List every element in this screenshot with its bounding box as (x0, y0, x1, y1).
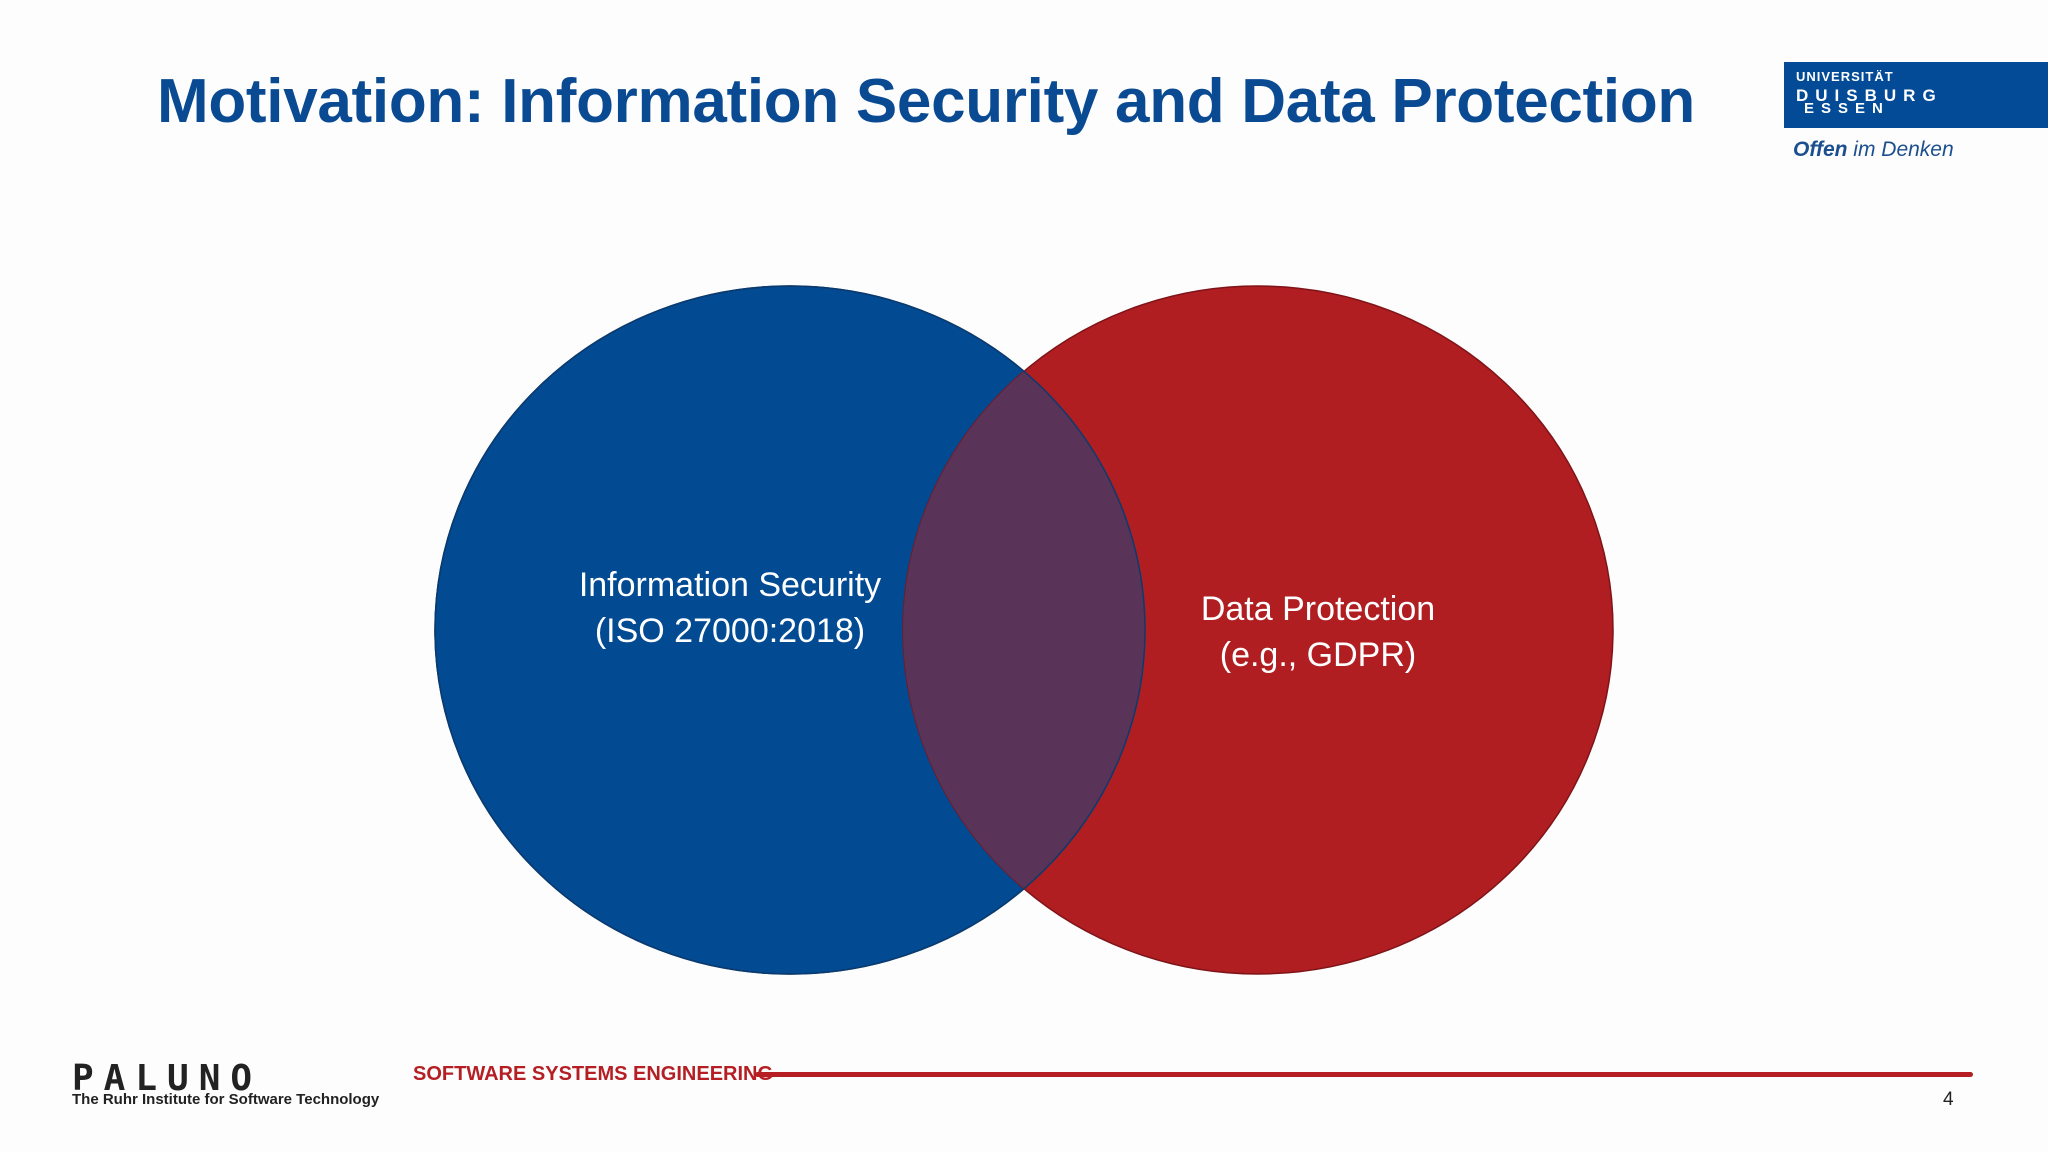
data-protection-label: Data Protection (e.g., GDPR) (1068, 586, 1568, 678)
left-circle-outline (434, 285, 1146, 975)
information-security-label: Information Security (ISO 27000:2018) (480, 562, 980, 654)
group-name: SOFTWARE SYSTEMS ENGINEERING (413, 1063, 774, 1085)
label-line: (ISO 27000:2018) (594, 612, 866, 650)
label-line: Data Protection (1200, 590, 1436, 628)
footer-divider (755, 1072, 1973, 1077)
page-number: 4 (1943, 1089, 1954, 1110)
logo-line-1: UNIVERSITÄT (1796, 69, 1894, 84)
overlap-region (903, 286, 1145, 974)
paluno-subtitle: The Ruhr Institute for Software Technolo… (72, 1091, 380, 1108)
paluno-logo: PALUNO (72, 1058, 263, 1099)
university-logo: UNIVERSITÄT DUISBURG ESSEN (1784, 62, 2048, 128)
label-line: (e.g., GDPR) (1219, 636, 1417, 674)
logo-slogan: Offen im Denken (1793, 138, 1954, 162)
slogan-bold: Offen (1793, 138, 1848, 161)
logo-line-3: ESSEN (1804, 100, 1890, 117)
slogan-rest: im Denken (1847, 138, 1954, 161)
slide-title: Motivation: Information Security and Dat… (157, 67, 1695, 136)
label-line: Information Security (578, 566, 882, 604)
logo-line-2: DUISBURG (1796, 86, 1943, 105)
